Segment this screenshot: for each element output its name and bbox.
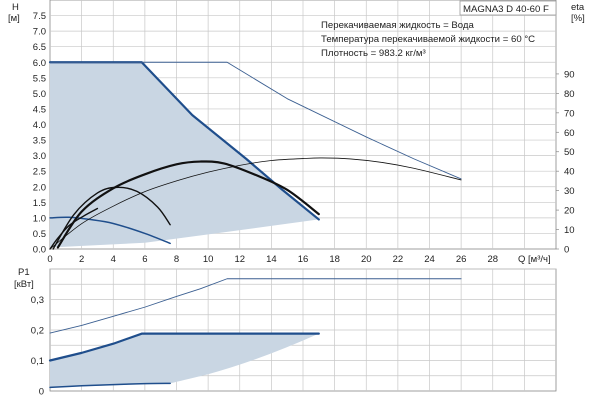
- x-tick-label: 6: [142, 254, 147, 265]
- model-label: MAGNA3 D 40-60 F: [463, 4, 549, 15]
- y-tick-label-left: 0.0: [33, 245, 46, 256]
- model-label-box: MAGNA3 D 40-60 F: [459, 0, 557, 16]
- top-curve-2: [49, 216, 171, 245]
- top-curve-1: [49, 61, 462, 180]
- x-tick-label: 10: [203, 254, 214, 265]
- eta-tick-label: 90: [564, 69, 575, 80]
- bottom-operating-area: [50, 333, 319, 388]
- power-tick-label: 0,1: [31, 356, 44, 367]
- x-tick-label: 8: [174, 254, 179, 265]
- x-tick-label: 4: [111, 254, 116, 265]
- x-tick-label: 2: [79, 254, 84, 265]
- top-curve-6: [49, 207, 99, 250]
- y-tick-label-left: 3.0: [33, 151, 46, 162]
- eta-tick-label: 30: [564, 186, 575, 197]
- bottom-curve-0: [49, 278, 462, 334]
- x-tick-label: 20: [361, 254, 372, 265]
- y-tick-label-left: 2.5: [33, 167, 46, 178]
- power-chart: 0 0,1 0,2 0,3 P1[кВт]: [14, 267, 557, 398]
- top-curve-5: [49, 157, 462, 250]
- eta-tick-label: 50: [564, 147, 575, 158]
- y-tick-label-left: 3.5: [33, 136, 46, 147]
- model-label-frame: [459, 0, 557, 16]
- x-tick-label: 22: [393, 254, 404, 265]
- y-tick-label-left: 0.5: [33, 229, 46, 240]
- x-tick-label: 16: [298, 254, 309, 265]
- eta-tick-label: 40: [564, 167, 575, 178]
- y-axis-unit-left: [м]: [8, 13, 20, 24]
- x-tick-label: 0: [47, 254, 52, 265]
- y-tick-label-left: 7.0: [33, 27, 46, 38]
- info-line-density: Плотность = 983.2 кг/м³: [321, 48, 426, 59]
- x-tick-label: 28: [487, 254, 498, 265]
- y-tick-label-left: 7.5: [33, 11, 46, 22]
- eta-axis-unit: [%]: [571, 13, 585, 24]
- x-tick-label: 12: [234, 254, 245, 265]
- power-tick-label: 0: [39, 387, 44, 398]
- y-tick-label-left: 5.5: [33, 73, 46, 84]
- y-tick-label-left: 1.5: [33, 198, 46, 209]
- info-line-temperature: Температура перекачиваемой жидкости = 60…: [321, 34, 535, 45]
- x-tick-label: 14: [266, 254, 277, 265]
- y-tick-label-left: 2.0: [33, 182, 46, 193]
- power-tick-label: 0,2: [31, 326, 44, 337]
- power-tick-label: 0,3: [31, 295, 44, 306]
- eta-tick-label: 70: [564, 108, 575, 119]
- x-tick-label: 26: [456, 254, 467, 265]
- head-efficiency-chart: 0.0 0.5 1.0 1.5 2.0 2.5 3.0 3.5 4.0 4.5 5.0 5.5 6.0 6…: [8, 0, 585, 265]
- eta-axis-title: eta: [571, 2, 585, 13]
- info-box: Перекачиваемая жидкость = Вода Температу…: [321, 20, 535, 59]
- y-tick-label-left: 1.0: [33, 213, 46, 224]
- eta-tick-label: 0: [564, 245, 569, 256]
- eta-tick-label: 10: [564, 225, 575, 236]
- top-operating-area: [50, 62, 319, 248]
- y-tick-label-left: 6.5: [33, 42, 46, 53]
- eta-tick-label: 80: [564, 89, 575, 100]
- eta-tick-label: 20: [564, 206, 575, 217]
- power-axis-unit: [кВт]: [14, 279, 34, 290]
- y-tick-label-left: 5.0: [33, 89, 46, 100]
- x-tick-label: 24: [424, 254, 435, 265]
- bottom-curve-1: [48, 332, 320, 362]
- y-tick-label-left: 4.5: [33, 104, 46, 115]
- top-curve-3: [56, 160, 320, 249]
- eta-tick-label: 60: [564, 128, 575, 139]
- top-curve-4: [52, 186, 171, 250]
- y-tick-label-left: 4.0: [33, 120, 46, 131]
- y-tick-label-left: 6.0: [33, 58, 46, 69]
- x-tick-label: 18: [329, 254, 340, 265]
- bottom-curve-2: [49, 382, 171, 389]
- info-line-liquid: Перекачиваемая жидкость = Вода: [321, 20, 475, 31]
- y-axis-title-left: H: [12, 2, 19, 13]
- x-axis-title: Q [м³/ч]: [518, 254, 551, 265]
- power-axis-title: P1: [18, 267, 30, 278]
